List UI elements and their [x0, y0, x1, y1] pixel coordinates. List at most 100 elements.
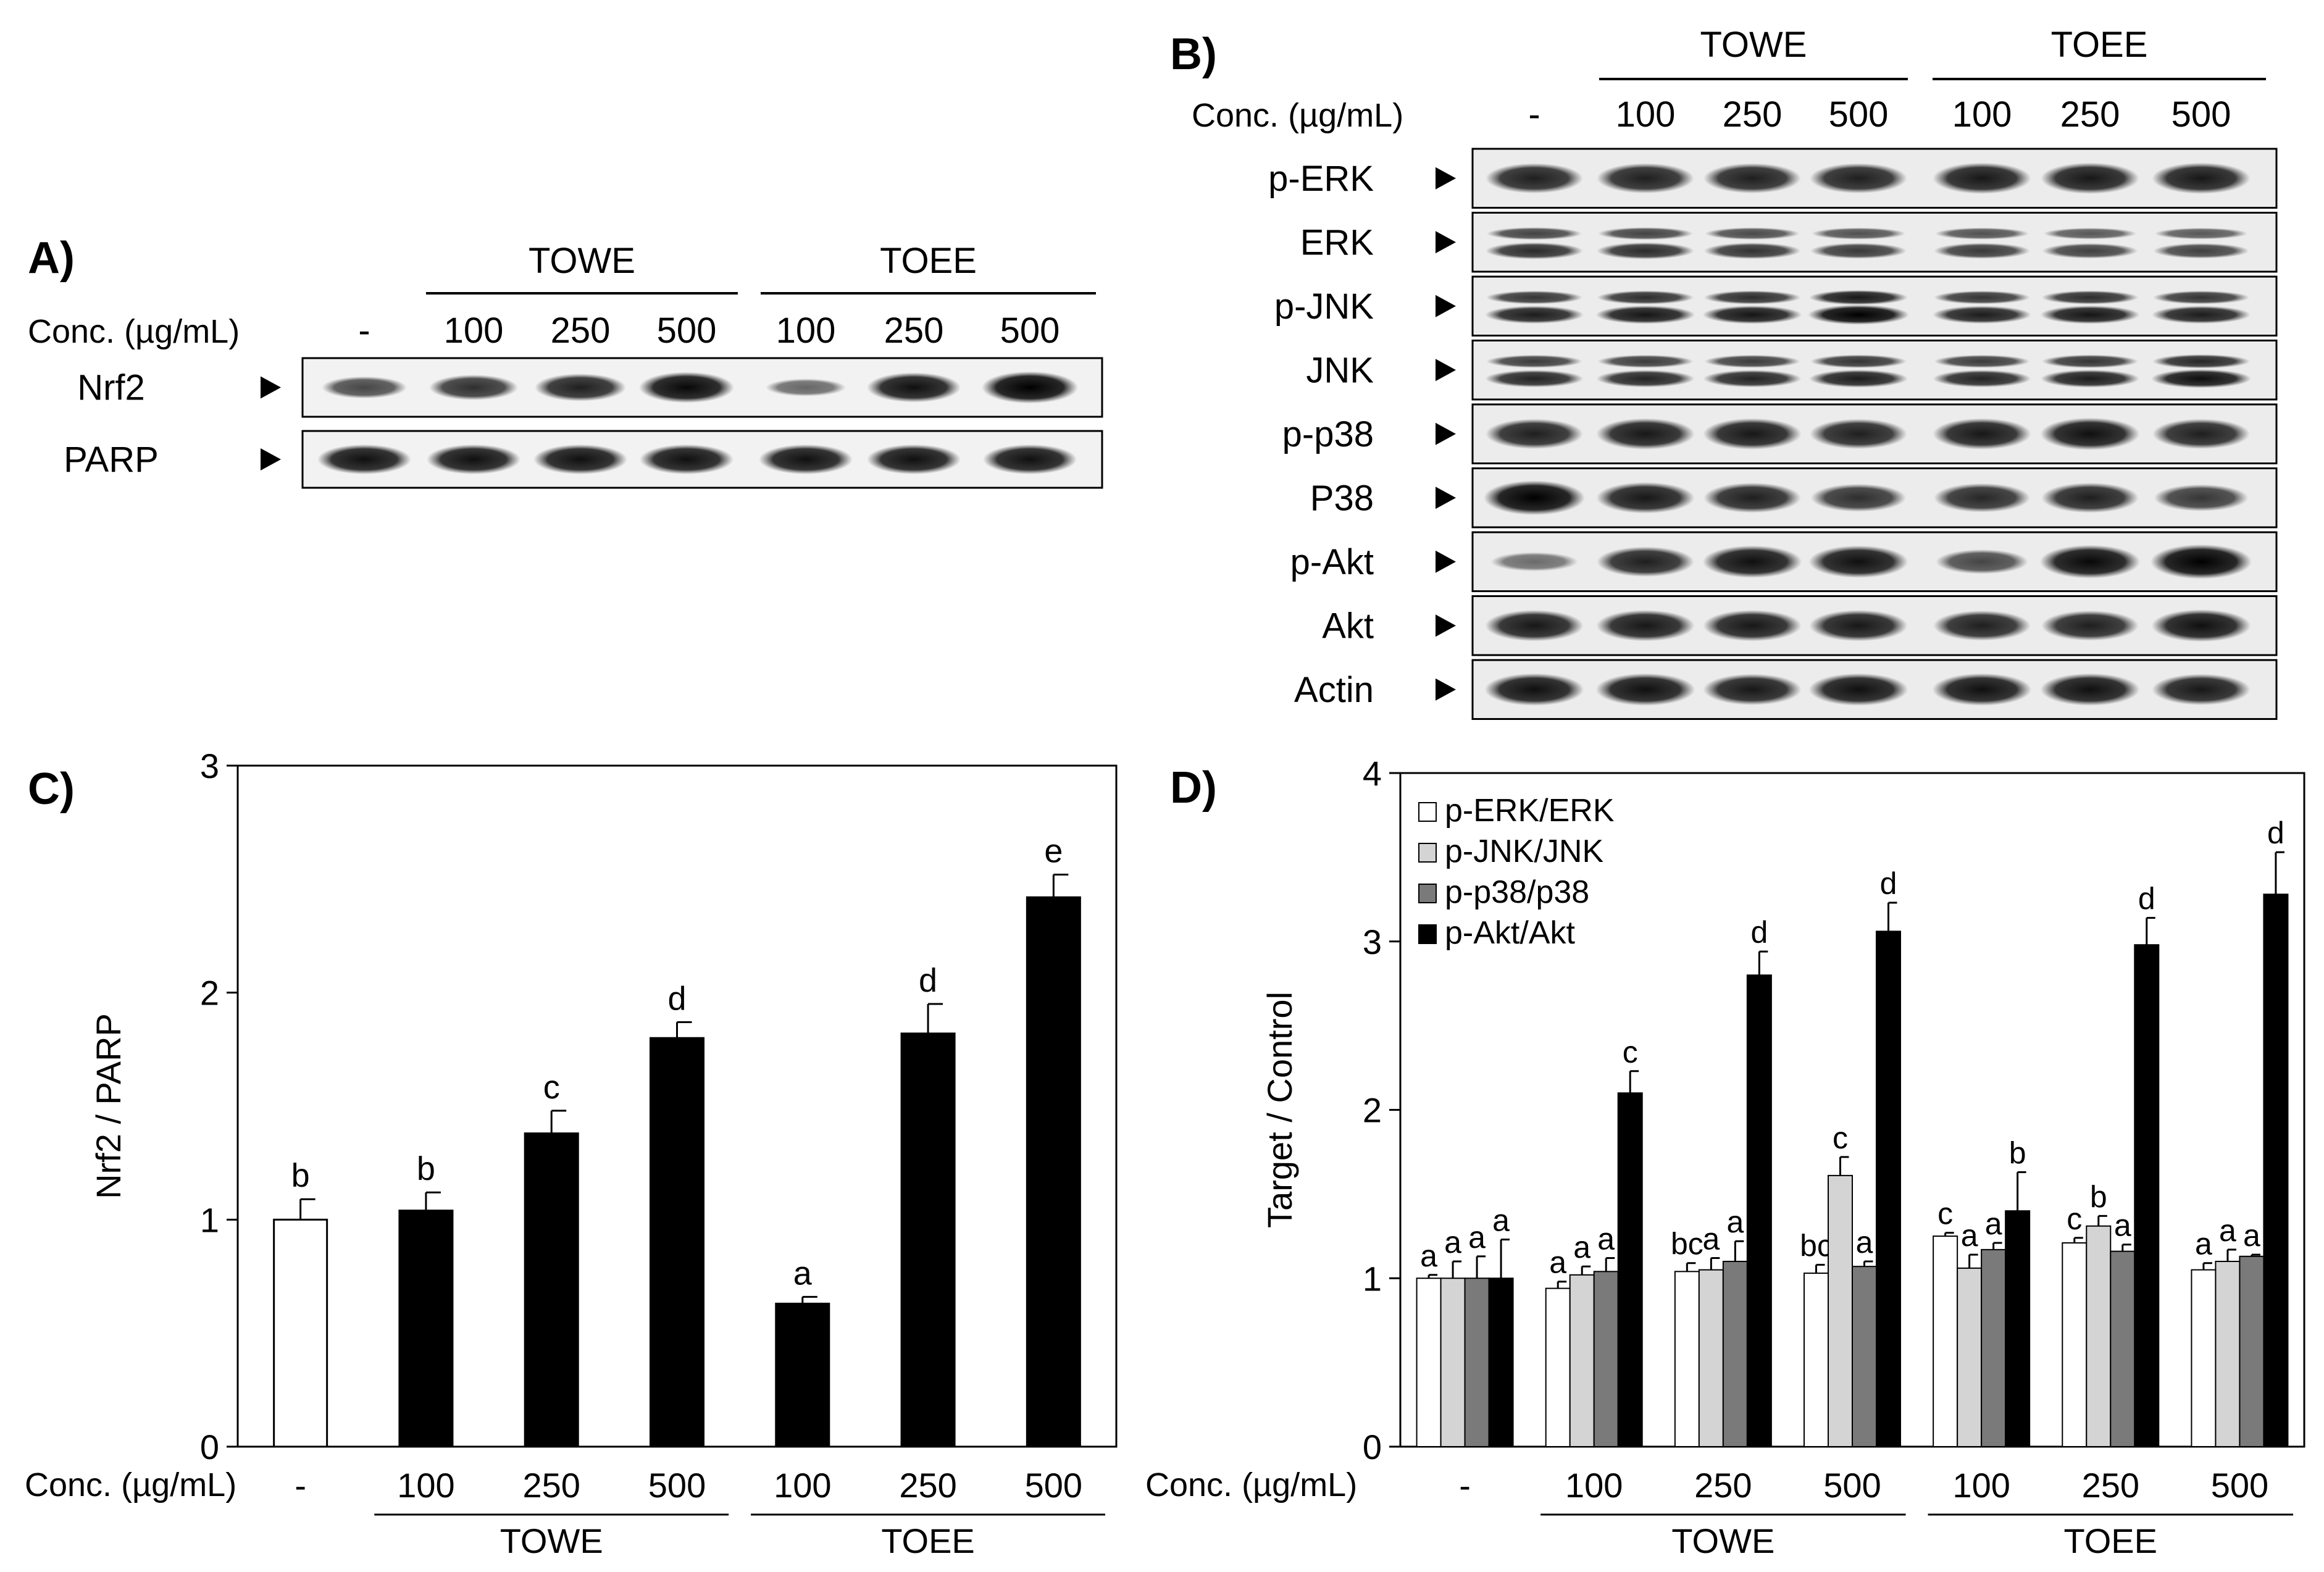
y-axis-label: Target / Control: [1260, 992, 1299, 1228]
significance-label: d: [667, 980, 686, 1017]
bar: [1440, 1277, 1466, 1447]
x-tick-label: 250: [899, 1466, 956, 1505]
bar: [1488, 1277, 1514, 1447]
lane-label: 500: [1000, 311, 1060, 351]
arrow-icon: [1436, 231, 1456, 254]
blot-band: [1702, 305, 1802, 324]
x-tick-label: 100: [1952, 1466, 2010, 1505]
protein-label: Nrf2: [77, 368, 145, 408]
arrow-icon: [1436, 359, 1456, 382]
blot-band: [1596, 609, 1695, 642]
significance-label: a: [793, 1255, 813, 1292]
significance-label: e: [1044, 832, 1063, 869]
blot-band: [1808, 304, 1909, 325]
panel-letter: C): [28, 764, 75, 814]
y-tick-label: 1: [1363, 1259, 1382, 1298]
blot-band: [2039, 545, 2141, 579]
blot-band: [317, 444, 411, 475]
bar: [1828, 1174, 1853, 1448]
significance-label: b: [2009, 1135, 2026, 1170]
group-label: TOEE: [881, 1521, 974, 1560]
significance-label: d: [1880, 866, 1897, 901]
significance-label: a: [1420, 1239, 1437, 1273]
blot-band: [2042, 354, 2138, 369]
y-tick-label: 4: [1363, 754, 1382, 793]
arrow-icon: [1436, 487, 1456, 509]
bar: [1545, 1287, 1571, 1447]
blot-band: [1932, 673, 2032, 706]
blot-band: [322, 376, 407, 399]
blot-band: [1810, 243, 1907, 259]
blot-band: [1935, 227, 2029, 240]
blot-band: [1934, 483, 2030, 512]
protein-label: PARP: [64, 440, 159, 480]
blot-band: [2041, 162, 2139, 194]
significance-label: d: [919, 962, 937, 999]
blot-band: [427, 444, 520, 475]
blot-band: [1486, 290, 1582, 304]
x-tick-label: 100: [1565, 1466, 1623, 1505]
blot-band: [982, 371, 1078, 404]
x-tick-label: 500: [648, 1466, 706, 1505]
blot-band: [1485, 609, 1584, 642]
blot-band: [2040, 673, 2140, 706]
blot-band: [1705, 227, 1800, 240]
group-label: TOWE: [1700, 25, 1807, 65]
significance-label: c: [543, 1069, 560, 1106]
bar: [1722, 1260, 1748, 1447]
lane-label: 100: [444, 311, 504, 351]
blot-band: [2151, 609, 2251, 642]
lane-label: 100: [1616, 94, 1676, 135]
protein-label: Akt: [1322, 606, 1374, 646]
blot-band: [1934, 290, 2030, 304]
significance-label: a: [1573, 1230, 1590, 1265]
bar: [273, 1218, 328, 1448]
bar: [1746, 974, 1772, 1448]
group-label: TOWE: [529, 241, 635, 281]
lane-label: 100: [1952, 94, 2012, 135]
significance-label: a: [1985, 1206, 2002, 1241]
legend-label: p-JNK/JNK: [1445, 834, 1603, 869]
arrow-icon: [1436, 167, 1456, 190]
significance-label: a: [1961, 1218, 1978, 1253]
significance-label: d: [1750, 915, 1768, 950]
x-tick-label: 500: [1823, 1466, 1881, 1505]
panel-c-chart: C) 0 1 2 3 Nrf2 / PARP Conc. (µg/mL) - 100 250 500…: [25, 746, 1118, 1560]
blot-band: [429, 374, 518, 401]
protein-label: P38: [1310, 478, 1374, 518]
significance-label: a: [1444, 1225, 1461, 1260]
y-tick-label: 0: [1363, 1428, 1382, 1466]
arrow-icon: [1436, 550, 1456, 573]
blot-band: [1934, 354, 2030, 368]
bar: [2191, 1269, 2217, 1448]
blot-band: [1596, 482, 1695, 514]
legend-swatch: [1418, 884, 1437, 903]
significance-label: a: [1702, 1222, 1720, 1256]
blot-strip: [1471, 212, 2278, 273]
blot-band: [983, 444, 1077, 475]
blot-band: [1703, 243, 1801, 259]
significance-label: d: [2267, 816, 2284, 850]
blot-band: [1486, 419, 1583, 449]
y-tick-label: 2: [1363, 1091, 1382, 1130]
legend-swatch: [1418, 802, 1437, 822]
bar: [1698, 1269, 1724, 1448]
significance-label: a: [1726, 1205, 1744, 1239]
significance-label: b: [291, 1157, 310, 1194]
protein-label: p-Akt: [1290, 542, 1374, 582]
blot-band: [1485, 370, 1584, 388]
legend-swatch: [1418, 843, 1437, 863]
lane-label: 500: [2171, 94, 2231, 135]
blot-band: [1703, 674, 1802, 706]
blot-band: [759, 444, 853, 475]
panel-b: B) Conc. (µg/mL) - 100 250 500 100 250 500 TOWE T…: [1170, 25, 2278, 720]
blot-band: [1597, 290, 1694, 304]
blot-band: [1486, 163, 1583, 194]
blot-band: [2152, 674, 2251, 706]
blot-band: [2041, 482, 2139, 513]
blot-band: [2152, 306, 2251, 324]
x-tick-label: 500: [1025, 1466, 1082, 1505]
significance-label: a: [1856, 1225, 1873, 1260]
lane-label: 500: [657, 311, 717, 351]
blot-band: [1703, 370, 1802, 388]
